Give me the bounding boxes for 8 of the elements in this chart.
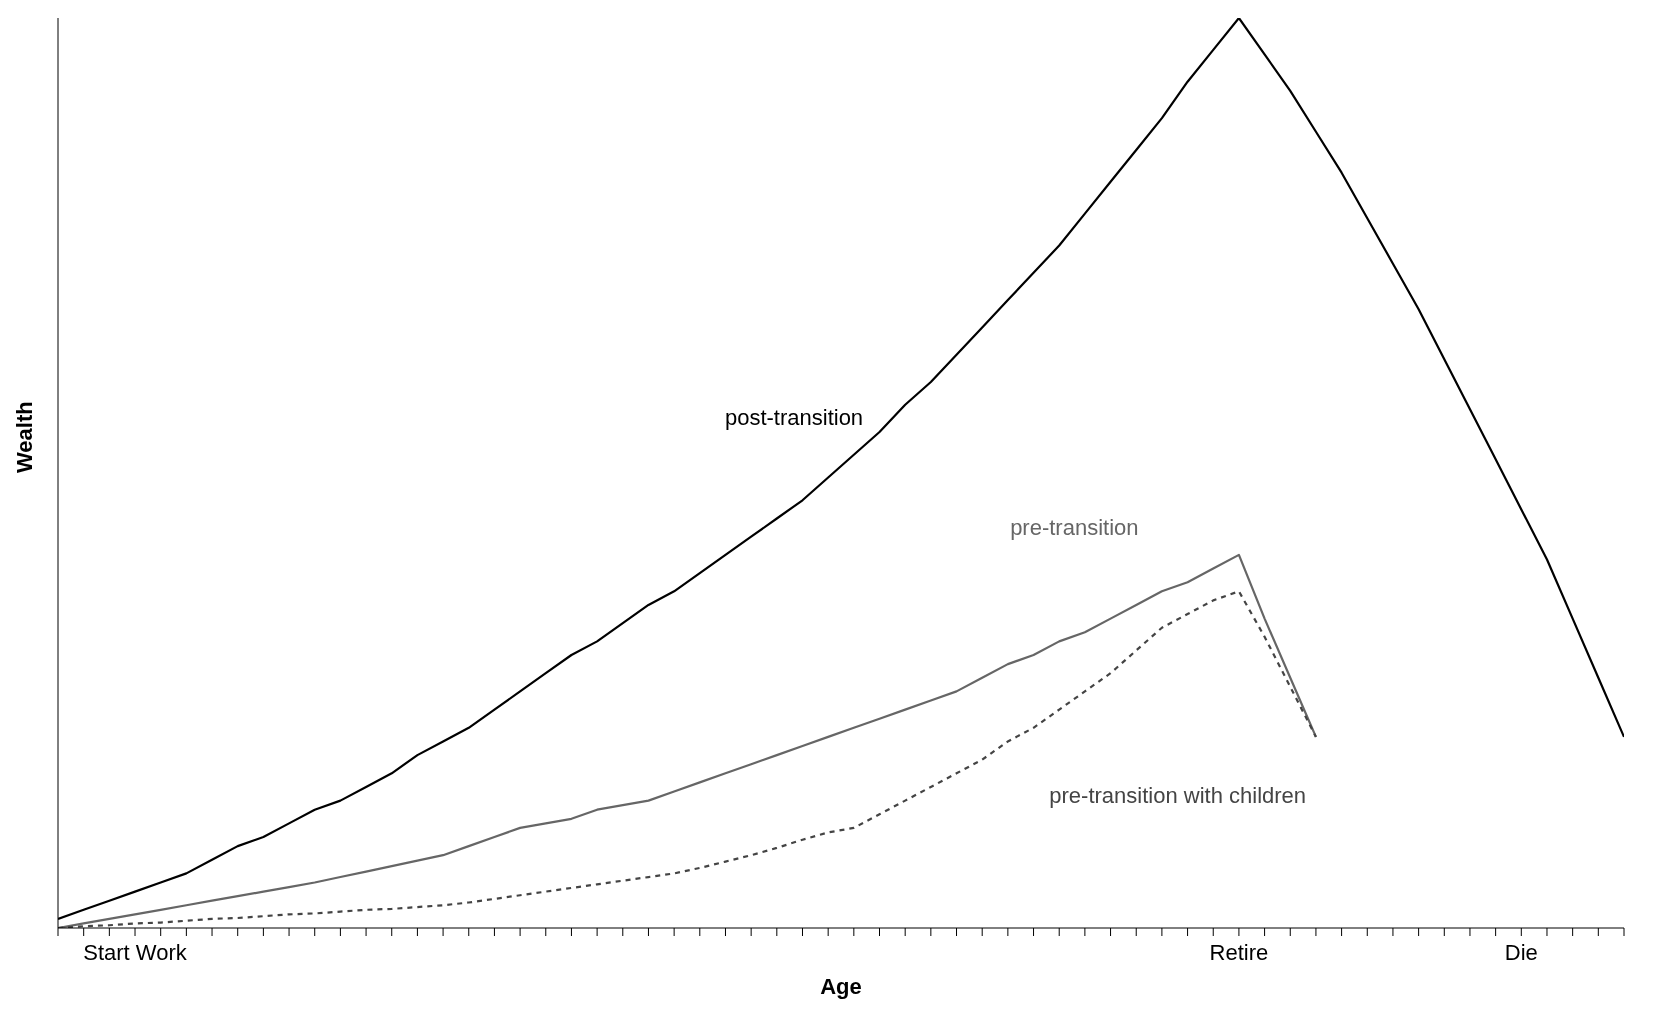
x-tick-label: Retire xyxy=(1209,940,1269,965)
series-label: post-transition xyxy=(724,405,864,432)
x-tick-label: Die xyxy=(1504,940,1538,965)
x-axis-title: Age xyxy=(820,974,862,999)
y-axis-title: Wealth xyxy=(11,401,37,473)
text: pre-transition xyxy=(1010,514,1139,541)
text: pre-transition with children xyxy=(1049,783,1307,810)
x-tick-label: Start Work xyxy=(83,940,188,965)
